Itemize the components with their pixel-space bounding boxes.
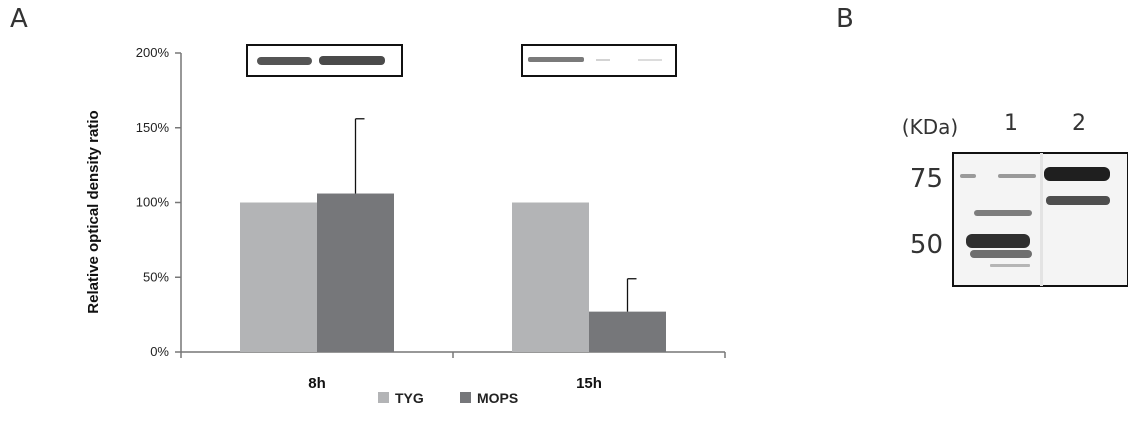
legend-swatch-mops <box>460 392 471 403</box>
x-tick-label-8h: 8h <box>308 375 326 392</box>
bar-mops-8h <box>317 193 394 352</box>
gel-panel: (KDa) 1 2 75 50 <box>902 111 1128 287</box>
marker-50-label: 50 <box>910 230 943 260</box>
panel-b-label: B <box>836 4 854 34</box>
legend-label-mops: MOPS <box>477 390 518 406</box>
bar-mops-15h <box>589 311 666 352</box>
x-axis: 8h 15h <box>180 351 726 392</box>
legend: TYG MOPS <box>378 390 518 406</box>
lane-label-2: 2 <box>1072 111 1086 136</box>
y-tick-label: 200% <box>136 45 170 60</box>
y-axis-label: Relative optical density ratio <box>85 110 102 313</box>
lane-label-1: 1 <box>1004 111 1018 136</box>
x-tick-label-15h: 15h <box>576 375 602 392</box>
kda-unit-label: (KDa) <box>902 115 958 139</box>
y-axis: 0% 50% 100% 150% 200% <box>136 45 182 359</box>
legend-swatch-tyg <box>378 392 389 403</box>
bars <box>240 193 666 352</box>
panel-a-label: A <box>10 4 28 34</box>
error-bars <box>354 118 637 312</box>
y-tick-label: 0% <box>150 344 169 359</box>
bar-tyg-15h <box>512 202 589 352</box>
bar-chart: 0% 50% 100% 150% 200% 8h 15h Relative optical… <box>85 44 726 406</box>
gel-image <box>952 152 1128 287</box>
y-tick-label: 150% <box>136 120 170 135</box>
y-tick-label: 50% <box>143 269 169 284</box>
y-tick-label: 100% <box>136 195 170 210</box>
blot-inset-15h <box>521 44 677 77</box>
bar-tyg-8h <box>240 202 317 352</box>
marker-75-label: 75 <box>910 164 943 194</box>
blot-inset-8h <box>246 44 403 77</box>
legend-label-tyg: TYG <box>395 390 424 406</box>
